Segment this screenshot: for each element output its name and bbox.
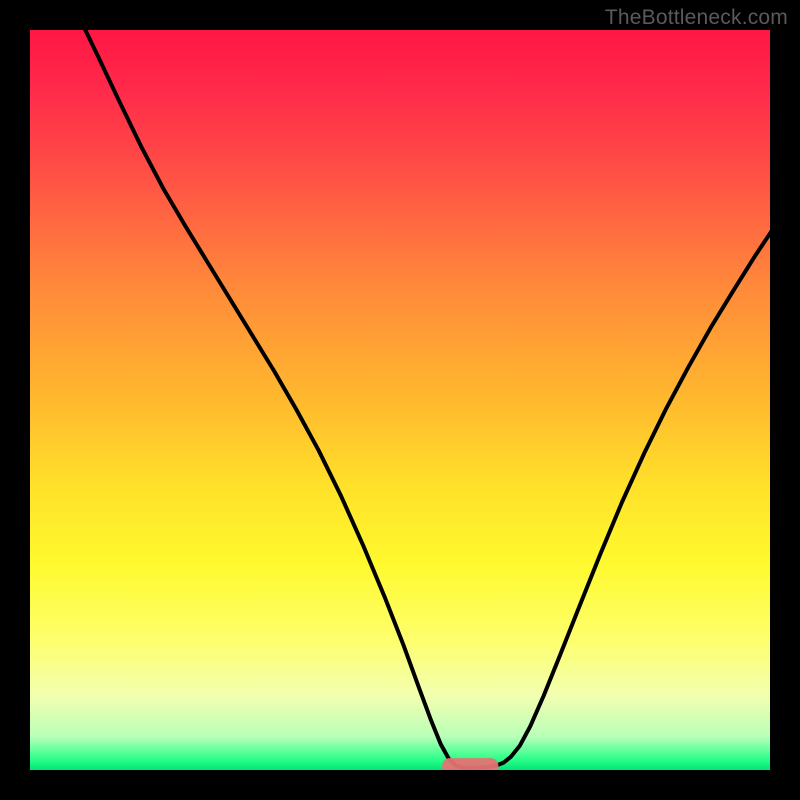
bottleneck-curve <box>82 30 770 768</box>
gradient-background <box>30 30 770 770</box>
optimal-marker <box>442 758 498 770</box>
chart-container: TheBottleneck.com <box>0 0 800 800</box>
watermark-text: TheBottleneck.com <box>605 6 788 30</box>
chart-svg <box>30 30 770 770</box>
plot-area <box>30 30 770 770</box>
